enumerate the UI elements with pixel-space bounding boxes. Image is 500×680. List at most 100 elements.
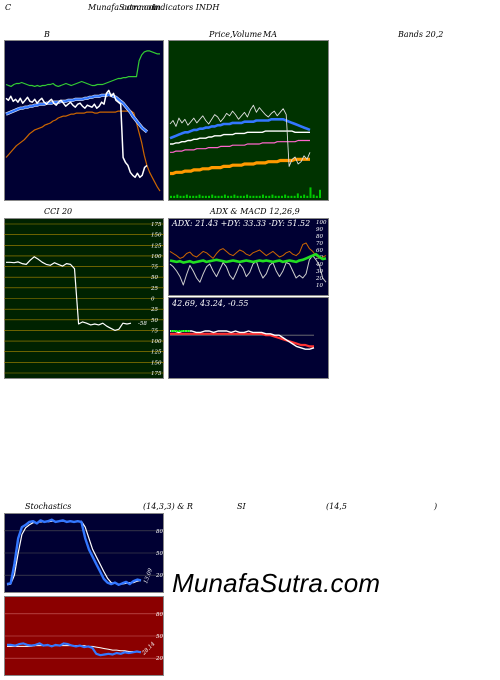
volume-bar [176,194,179,198]
cci-tick-label: 175 [151,222,162,228]
bb-lower-band [5,110,161,192]
volume-bar [284,194,287,198]
volume-bar [258,195,261,198]
volume-bar [236,195,239,198]
adx-values-text: ADX: 21.43 +DY: 33.33 -DY: 51.52 [172,219,311,228]
volume-bar [268,195,271,198]
cci-panel-label: CCI 20 [44,207,73,216]
macd-chart [168,297,329,379]
volume-bar [265,195,268,198]
volume-bar [217,195,220,198]
cci-tick-label: 125 [151,350,162,356]
adx-tick-label: 90 [316,227,323,233]
macd-values-text: 42.69, 43.24, -0.55 [172,299,249,308]
volume-bar [319,189,321,198]
volume-bar [211,194,214,198]
bb-price-line [5,89,148,179]
volume-bar [201,195,204,198]
page-title: Indicators INDH [152,3,220,12]
macd-histogram-bar [177,330,179,332]
cci-tick-label: 25 [150,307,158,313]
macd-line [170,330,315,350]
macd-histogram-bar [185,330,187,332]
cci-tick-label: 75 [151,328,158,334]
stoch-tick-label: 80 [156,529,163,535]
cci-tick-label: 100 [151,254,162,260]
cci-tick-label: 125 [151,243,162,249]
price-panel-label-price: Price, [209,30,233,39]
volume-bar [179,195,182,198]
cci-chart: 175 150 125 100 75 50 25 0 25 50 75 100 125 150 175 -58 [4,218,164,379]
macd-histogram-bar [174,330,176,332]
bb-middle-band [5,93,148,133]
volume-bar [252,195,255,198]
volume-bar [261,194,264,198]
adx-tick-label: 80 [316,234,323,240]
adx-tick-label: 30 [316,269,323,275]
volume-bar [312,194,315,198]
volume-bar [309,187,312,198]
cci-tick-label: 175 [151,371,162,377]
title-overlay-text: common [122,3,157,12]
volume-bar [198,194,201,198]
macd-histogram-bar [183,330,185,332]
price-panel-label-volume: Volume [232,30,262,39]
panel-background [168,297,329,379]
stoch-tick-label: 50 [156,551,163,557]
volume-bar [182,195,185,198]
volume-bar [290,195,293,198]
cci-tick-label: 0 [151,297,155,303]
minus-di-line [169,255,327,286]
stoch-k-line [6,518,142,587]
rsi-label-si: SI [237,502,246,511]
rsi-tick-label: 80 [156,612,163,618]
adx-line [169,252,327,264]
volume-bar [220,195,223,198]
volume-bar [223,194,226,198]
macd-histogram-bar [188,330,190,332]
volume-bar [173,195,176,198]
volume-bar [189,195,192,198]
volume-bar [315,195,318,198]
stoch-value-label: 13.09 [143,567,154,584]
macd-histogram-bar [182,330,184,332]
price-ma-chart [168,40,329,201]
bollinger-chart [4,40,164,201]
cci-tick-label: 100 [151,339,162,345]
rsi-tick-label: 50 [156,634,163,640]
cci-tick-label: 75 [151,265,158,271]
cci-value-label: -58 [138,321,147,327]
volume-bar [192,195,195,198]
volume-bar [242,195,245,198]
stochastics-chart: 80 50 20 13.09 [4,513,164,593]
macd-histogram-bar [187,330,189,332]
rsi-line [7,642,142,657]
cci-tick-label: 50 [151,318,158,324]
macd-histogram-bar [172,330,174,332]
watermark: MunafaSutra.com [172,568,381,598]
macd-histogram-bar [171,330,173,332]
bb-panel-label: B [44,30,50,39]
cci-tick-label: 150 [151,233,162,239]
volume-bar [233,194,236,198]
adx-chart: 100 90 80 70 60 50 40 30 20 10 [168,218,329,296]
price-line [169,104,311,167]
volume-bar [277,195,280,198]
rsi-label-close: ) [434,502,438,511]
volume-bar [239,195,242,198]
plus-di-line [169,242,327,259]
ma-slow-line [170,139,310,153]
macd-histogram-bar [179,330,181,332]
adx-tick-label: 60 [316,248,323,254]
volume-bar [306,195,309,198]
volume-bar [255,195,258,198]
rsi-tick-label: 20 [155,656,163,662]
volume-bar [195,195,198,198]
stoch-tick-label: 20 [155,573,163,579]
adx-tick-label: 20 [315,276,323,282]
volume-bar [280,195,283,198]
stoch-label-left: Stochastics [25,502,72,511]
volume-bar [185,194,188,198]
macd-histogram-bar [180,330,182,332]
bb-upper-band [5,50,160,88]
